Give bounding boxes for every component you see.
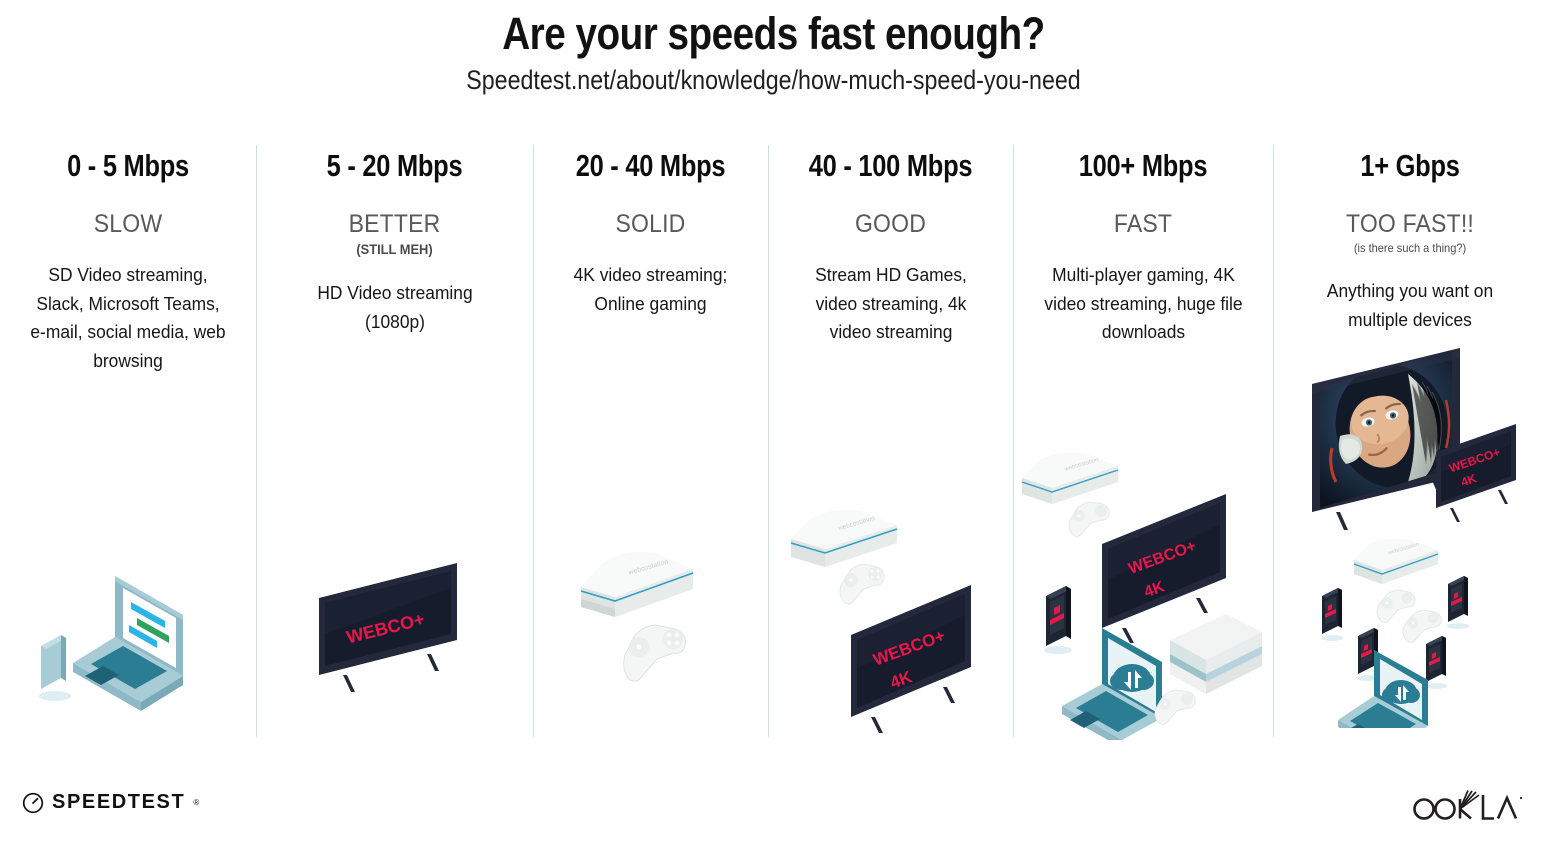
tv-astronaut-illustration	[1312, 348, 1460, 530]
tv-resolution-text: 4K	[1459, 471, 1478, 489]
speed-description: Multi-player gaming, 4K video streaming,…	[1043, 264, 1243, 343]
all-devices-illustration: WEBCO+ 4K webcostation	[1312, 348, 1516, 728]
phone-illustration-4	[1425, 636, 1447, 689]
speed-tier-column-2: 5 - 20 Mbps BETTER (STILL MEH) HD Video …	[256, 138, 533, 738]
speed-tier-column-1: 0 - 5 Mbps SLOW SD Video streaming, Slac…	[0, 138, 256, 738]
illustration-group-1	[0, 408, 256, 738]
game-controller-illustration	[839, 563, 885, 605]
cloud-download-icon	[1110, 664, 1154, 692]
speed-range-label: 100+ Mbps	[1078, 148, 1208, 183]
laptop-illustration	[39, 576, 183, 711]
speed-tier-column-5: 100+ Mbps FAST Multi-player gaming, 4K v…	[1013, 138, 1273, 740]
speed-status-label: FAST	[1113, 210, 1173, 238]
game-console-illustration: webcostation	[1353, 538, 1439, 584]
speedometer-icon	[22, 792, 44, 813]
laptop-screen	[115, 576, 183, 676]
router-illustration	[1170, 614, 1262, 694]
phone-illustration	[39, 635, 71, 701]
game-console-illustration: webcostation	[790, 510, 898, 567]
speed-tier-column-3: 20 - 40 Mbps SOLID 4K video streaming; O…	[533, 138, 768, 738]
speed-substatus-label: (STILL MEH)	[356, 241, 433, 257]
illustration-group-6: WEBCO+ 4K webcostation	[1273, 348, 1547, 738]
speed-description: SD Video streaming, Slack, Microsoft Tea…	[30, 264, 226, 372]
speed-description: HD Video streaming (1080p)	[316, 282, 473, 332]
page-title: Are your speeds fast enough?	[502, 8, 1045, 59]
console-controller-illustration: webcostation	[580, 552, 694, 682]
game-controller-illustration	[623, 624, 686, 682]
game-controller-illustration	[1068, 501, 1110, 537]
illustration-group-3: webcostation	[533, 408, 768, 738]
illustration-group-4: webcostation	[768, 408, 1013, 738]
game-console-illustration: webcostation	[580, 552, 694, 617]
laptop-cloud-illustration	[1062, 628, 1162, 740]
phone-illustration	[1044, 586, 1072, 654]
page-subtitle-url: Speedtest.net/about/knowledge/how-much-s…	[466, 65, 1081, 96]
tv-webco-4k-illustration: WEBCO+ 4K	[1436, 424, 1516, 522]
console-tv-illustration: webcostation	[790, 510, 971, 733]
tv-resolution-text: 4K	[1142, 578, 1167, 601]
tv-illustration: WEBCO+	[319, 563, 457, 692]
speed-range-label: 40 - 100 Mbps	[808, 148, 973, 183]
speed-tier-column-6: 1+ Gbps TOO FAST!! (is there such a thin…	[1273, 138, 1547, 738]
speed-range-label: 1+ Gbps	[1360, 148, 1460, 183]
cloud-download-icon	[1382, 680, 1420, 704]
laptop-cloud-illustration	[1338, 650, 1428, 728]
tv-stand	[343, 654, 439, 692]
tv-webco-4k-illustration: WEBCO+ 4K	[851, 585, 971, 733]
header: Are your speeds fast enough? Speedtest.n…	[0, 0, 1547, 96]
speed-range-label: 5 - 20 Mbps	[326, 148, 463, 183]
footer: SPEEDTEST ®	[0, 773, 1547, 843]
speed-status-label: TOO FAST!!	[1346, 210, 1474, 238]
astronaut-screen-image	[1320, 350, 1452, 508]
ookla-logo	[1409, 789, 1527, 828]
game-controller-illustration-1	[1376, 589, 1416, 623]
tv-webco-screen: WEBCO+	[319, 563, 457, 675]
speedtest-trademark: ®	[193, 798, 200, 807]
phone-illustration-1	[1321, 588, 1343, 641]
speedtest-wordmark: SPEEDTEST	[52, 791, 186, 813]
speed-description: Stream HD Games, video streaming, 4k vid…	[814, 264, 967, 343]
illustration-group-2: WEBCO+	[256, 408, 533, 738]
speed-tier-column-4: 40 - 100 Mbps GOOD Stream HD Games, vide…	[768, 138, 1013, 738]
phone-illustration-3	[1357, 628, 1379, 681]
tv-webco-4k-illustration: WEBCO+ 4K	[1102, 494, 1226, 643]
speed-status-label: BETTER	[348, 210, 441, 238]
illustration-group-5: webcostation WEBCO+ 4K	[1013, 408, 1273, 740]
speed-tier-columns: 0 - 5 Mbps SLOW SD Video streaming, Slac…	[0, 138, 1547, 740]
speed-description: Anything you want on multiple devices	[1326, 280, 1494, 330]
game-controller-illustration-2	[1402, 609, 1442, 643]
speedtest-logo: SPEEDTEST ®	[22, 791, 199, 814]
ookla-wordmark	[1413, 790, 1523, 820]
game-console-illustration: webcostation	[1021, 452, 1119, 504]
speed-status-label: GOOD	[854, 210, 927, 238]
speed-range-label: 0 - 5 Mbps	[67, 148, 189, 183]
speed-description: 4K video streaming; Online gaming	[573, 264, 728, 314]
laptop-base	[73, 637, 183, 711]
speed-range-label: 20 - 40 Mbps	[575, 148, 726, 183]
game-controller-illustration-2	[1154, 689, 1196, 725]
speed-substatus-label: (is there such a thing?)	[1353, 241, 1467, 255]
multi-device-illustration: webcostation WEBCO+ 4K	[1021, 452, 1262, 740]
speed-status-label: SOLID	[615, 210, 686, 238]
phone-illustration-2	[1447, 576, 1469, 629]
speed-status-label: SLOW	[93, 210, 163, 238]
